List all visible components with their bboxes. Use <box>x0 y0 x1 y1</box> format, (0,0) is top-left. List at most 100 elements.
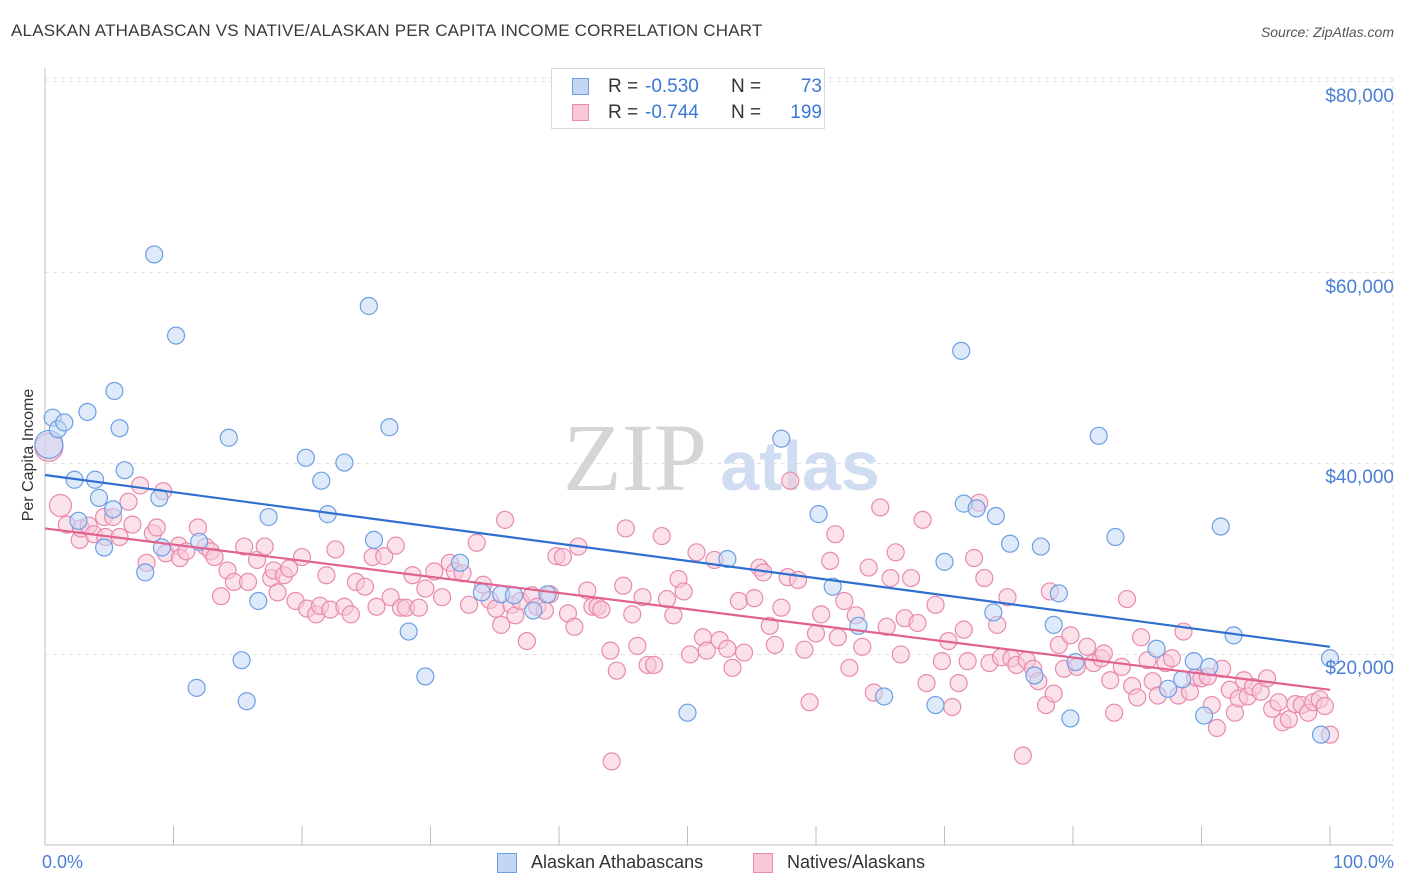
natives-point <box>607 661 626 680</box>
source-label: Source: ZipAtlas.com <box>1260 24 1394 40</box>
natives-point <box>964 548 984 568</box>
athabascan-point <box>115 461 134 480</box>
natives-point <box>1269 693 1288 712</box>
natives-point <box>409 598 429 617</box>
natives-point <box>853 637 872 656</box>
natives-point <box>1257 669 1277 688</box>
natives-point <box>416 579 435 598</box>
natives-point <box>130 476 150 495</box>
athabascan-point <box>472 583 491 602</box>
athabascan-point <box>952 341 971 360</box>
athabascan-point <box>1025 666 1044 685</box>
natives-point <box>812 605 831 624</box>
natives-point <box>729 591 749 611</box>
athabascan-point <box>1031 537 1050 556</box>
athabascan-point <box>259 507 278 527</box>
natives-point <box>664 606 683 625</box>
natives-point <box>821 551 840 570</box>
athabascan-point <box>1184 652 1203 671</box>
natives-point <box>881 568 900 588</box>
natives-point <box>459 595 479 614</box>
natives-point <box>238 572 258 592</box>
athabascan-point <box>809 505 828 524</box>
natives-point <box>765 635 784 655</box>
natives-point <box>723 658 742 677</box>
athabascan-point <box>380 418 399 437</box>
grid <box>45 77 1394 845</box>
y-tick-label: $20,000 <box>1325 658 1394 679</box>
natives-point <box>48 493 73 518</box>
athabascan-point <box>78 402 97 422</box>
natives-point <box>375 547 394 566</box>
athabascan-point <box>166 326 186 345</box>
natives-point <box>680 645 700 664</box>
athabascan-point <box>1194 706 1214 725</box>
watermark-atlas: atlas <box>720 427 880 505</box>
athabascan-point <box>55 413 74 432</box>
natives-point <box>886 543 905 562</box>
athabascan-point <box>504 586 524 605</box>
athabascan-point <box>524 601 543 620</box>
natives-point <box>517 631 536 651</box>
natives-point <box>795 640 814 659</box>
athabascan-point <box>249 591 268 611</box>
x-tick-label-start: 0.0% <box>42 852 84 872</box>
natives-point <box>734 643 754 662</box>
natives-point <box>949 674 968 693</box>
natives-point <box>255 537 274 556</box>
athabascan-point <box>219 428 238 447</box>
athabascan-point <box>399 622 418 641</box>
n-label: N = <box>731 76 762 97</box>
natives-point <box>781 471 800 490</box>
athabascan-point <box>187 678 206 697</box>
natives-point <box>859 558 878 577</box>
natives-point <box>1094 644 1113 663</box>
athabascan-point <box>935 552 954 571</box>
x-tick-label-end: 100.0% <box>1332 852 1394 872</box>
athabascan-trend-line <box>44 473 1331 648</box>
athabascan-point <box>105 381 124 401</box>
y-tick-label: $80,000 <box>1325 86 1394 107</box>
natives-point <box>1315 696 1334 716</box>
natives-point <box>1061 626 1080 645</box>
natives-point <box>697 641 716 660</box>
natives-point <box>998 588 1017 607</box>
athabascan-point <box>86 470 105 489</box>
natives-point <box>687 543 706 562</box>
r-label: R = <box>608 102 639 123</box>
athabascan-point <box>1044 615 1063 634</box>
athabascan-point <box>190 532 209 551</box>
natives-point <box>1101 671 1120 690</box>
athabascan-point <box>718 549 737 569</box>
natives-point <box>908 613 927 633</box>
natives-point <box>840 658 859 677</box>
natives-point <box>913 510 932 529</box>
natives-point <box>1279 710 1298 729</box>
natives-point <box>628 636 647 655</box>
athabascan-point <box>364 530 384 549</box>
natives-point <box>954 620 973 639</box>
natives-point <box>341 605 360 624</box>
natives-point <box>800 693 819 712</box>
natives-point <box>317 566 336 585</box>
athabascan-point <box>110 419 129 438</box>
natives-point <box>891 645 910 664</box>
axes <box>44 68 1393 846</box>
athabascan-point <box>678 703 697 722</box>
athabascan-point <box>538 585 557 604</box>
athabascan-point <box>967 499 986 518</box>
natives-point <box>601 641 620 660</box>
natives-point <box>1105 703 1124 722</box>
natives-point <box>806 624 826 643</box>
natives-point <box>1112 657 1131 676</box>
legend-swatch-blue <box>497 853 517 873</box>
athabascan-point <box>136 563 155 582</box>
natives-point <box>592 600 611 619</box>
natives-point <box>652 526 671 546</box>
watermark-zip: ZIP <box>563 404 707 511</box>
natives-swatch <box>572 104 589 121</box>
natives-point <box>917 674 936 693</box>
natives-point <box>674 582 693 601</box>
natives-point <box>1078 637 1097 656</box>
natives-point <box>553 547 572 567</box>
